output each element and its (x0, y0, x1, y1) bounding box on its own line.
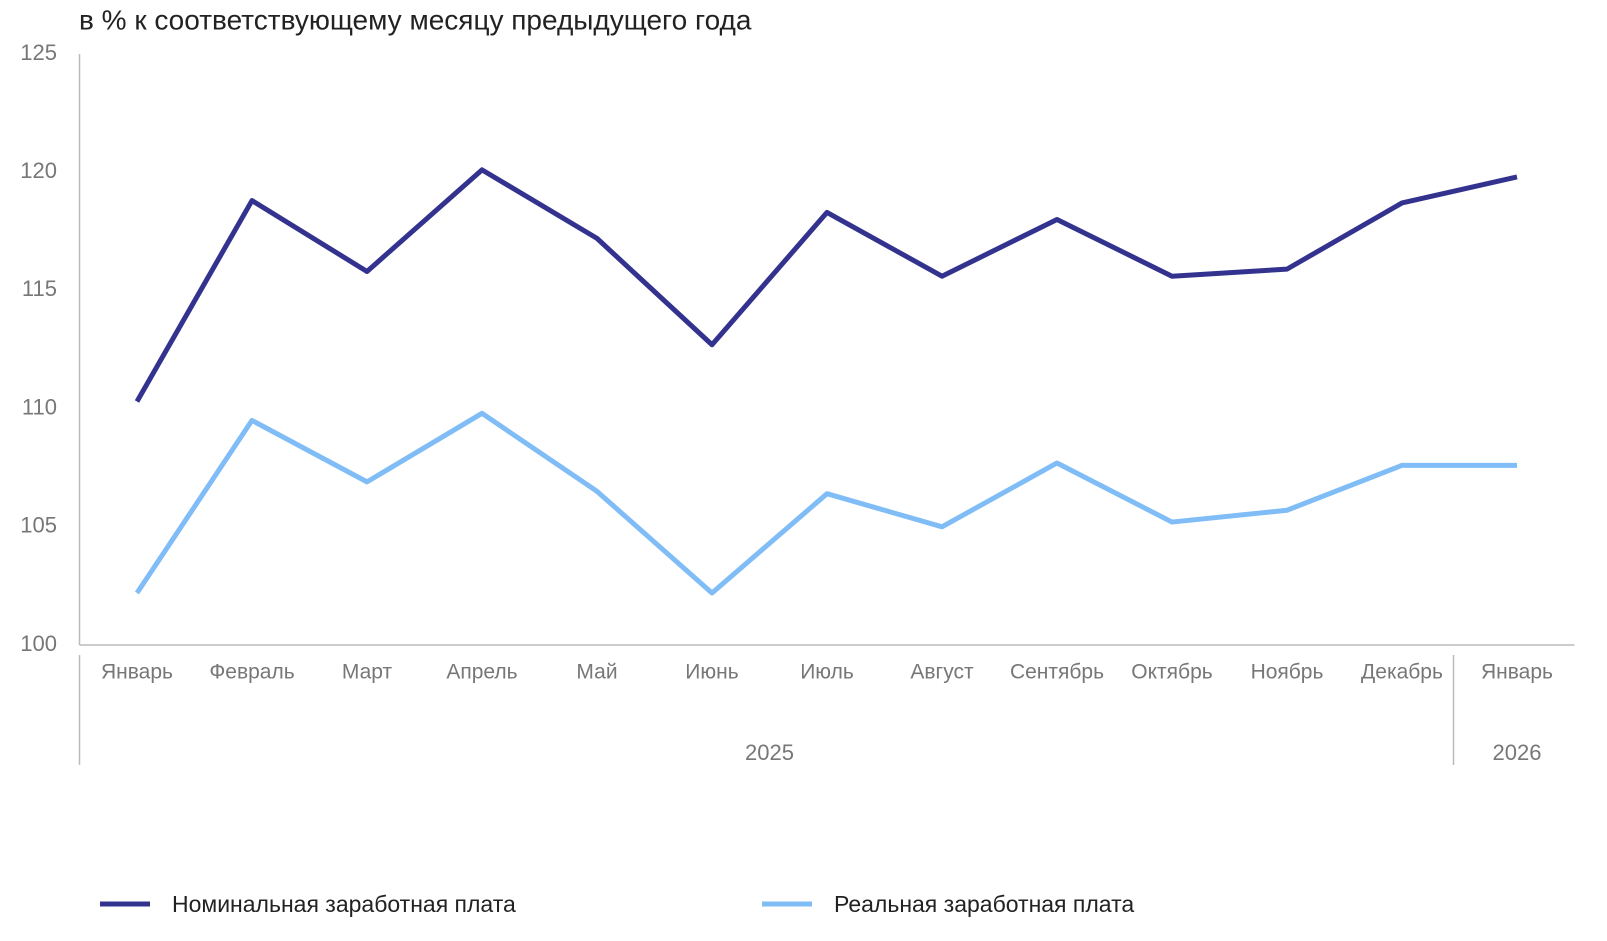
year-label: 2026 (1493, 740, 1542, 765)
legend-label: Реальная заработная плата (834, 891, 1134, 917)
x-tick-label: Ноябрь (1251, 661, 1324, 684)
x-tick-label: Март (342, 661, 393, 684)
x-tick-label: Январь (101, 661, 173, 684)
series-line (134, 410, 1517, 596)
x-tick-label: Декабрь (1361, 661, 1443, 684)
x-tick-label: Июнь (685, 661, 738, 684)
series-line (134, 167, 1518, 403)
x-tick-label: Июль (800, 661, 854, 684)
x-tick-label: Сентябрь (1010, 661, 1104, 684)
x-tick-label: Май (576, 661, 617, 684)
y-tick-label: 115 (22, 276, 57, 301)
x-tick-label: Февраль (209, 661, 294, 684)
y-tick-label: 125 (20, 40, 57, 65)
x-tick-label: Апрель (446, 661, 517, 684)
y-tick-label: 120 (20, 158, 57, 183)
x-tick-label: Январь (1481, 661, 1553, 684)
y-tick-label: 110 (22, 394, 57, 419)
y-tick-label: 100 (20, 631, 57, 656)
x-tick-label: Октябрь (1131, 661, 1212, 684)
year-label: 2025 (745, 740, 794, 765)
x-tick-label: Август (910, 661, 974, 684)
chart-title: в % к соответствующему месяцу предыдущег… (79, 4, 752, 35)
legend-label: Номинальная заработная плата (172, 891, 516, 917)
y-tick-label: 105 (20, 513, 57, 538)
